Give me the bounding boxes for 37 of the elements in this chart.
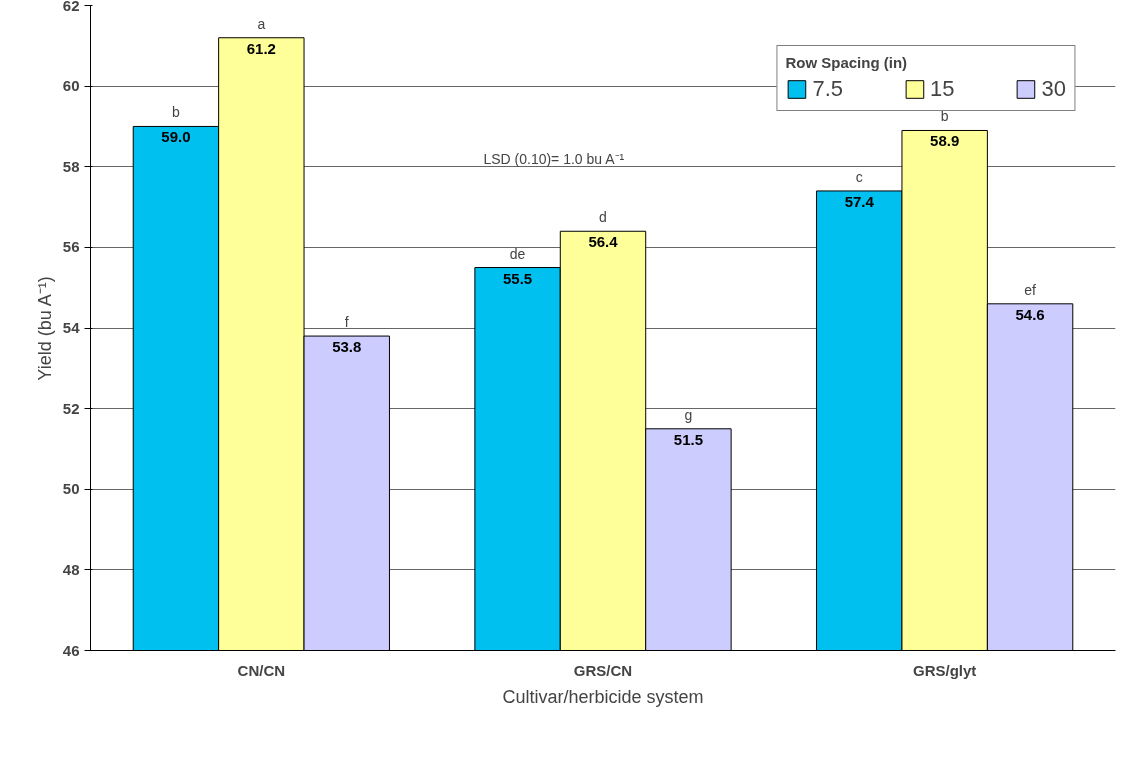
y-tick-label: 62 <box>62 0 80 14</box>
x-tick-label: GRS/glyt <box>913 661 977 679</box>
x-axis-title: Cultivar/herbicide system <box>502 686 704 707</box>
y-tick-label: 46 <box>62 641 80 659</box>
x-tick-label: CN/CN <box>237 661 286 679</box>
legend-label: 30 <box>1041 76 1066 102</box>
annotation: LSD (0.10)= 1.0 bu A⁻¹ <box>483 150 625 167</box>
y-tick-label: 56 <box>62 238 80 256</box>
annotation: f <box>344 314 349 331</box>
y-axis-title: Yield (bu A⁻¹) <box>34 276 55 381</box>
data-label: 59.0 <box>161 128 191 146</box>
annotation: ef <box>1024 281 1037 298</box>
data-label: 55.5 <box>502 269 533 287</box>
annotation: g <box>684 406 693 423</box>
annotation: c <box>855 168 863 185</box>
x-tick-label: GRS/CN <box>573 661 633 679</box>
data-label: 53.8 <box>332 338 362 356</box>
data-label: 54.6 <box>1015 305 1045 323</box>
y-tick-label: 52 <box>62 399 80 417</box>
annotation: de <box>509 245 526 262</box>
y-tick-label: 54 <box>62 319 81 336</box>
y-tick-label: 48 <box>62 560 80 578</box>
legend-label: 7.5 <box>812 76 844 102</box>
annotation: a <box>257 15 266 32</box>
data-label: 57.4 <box>844 192 875 210</box>
y-tick-label: 50 <box>62 480 80 498</box>
annotation: d <box>599 209 607 226</box>
data-label: 61.2 <box>246 39 276 57</box>
data-label: 56.4 <box>588 233 619 251</box>
data-label: 51.5 <box>673 430 704 448</box>
data-label: 58.9 <box>930 132 960 150</box>
legend-label: 15 <box>930 76 955 102</box>
y-tick-label: 60 <box>62 77 80 95</box>
legend-title: Row Spacing (in) <box>785 54 909 71</box>
annotation: b <box>940 108 949 125</box>
annotation: b <box>172 104 181 121</box>
y-tick-label: 58 <box>62 157 80 175</box>
